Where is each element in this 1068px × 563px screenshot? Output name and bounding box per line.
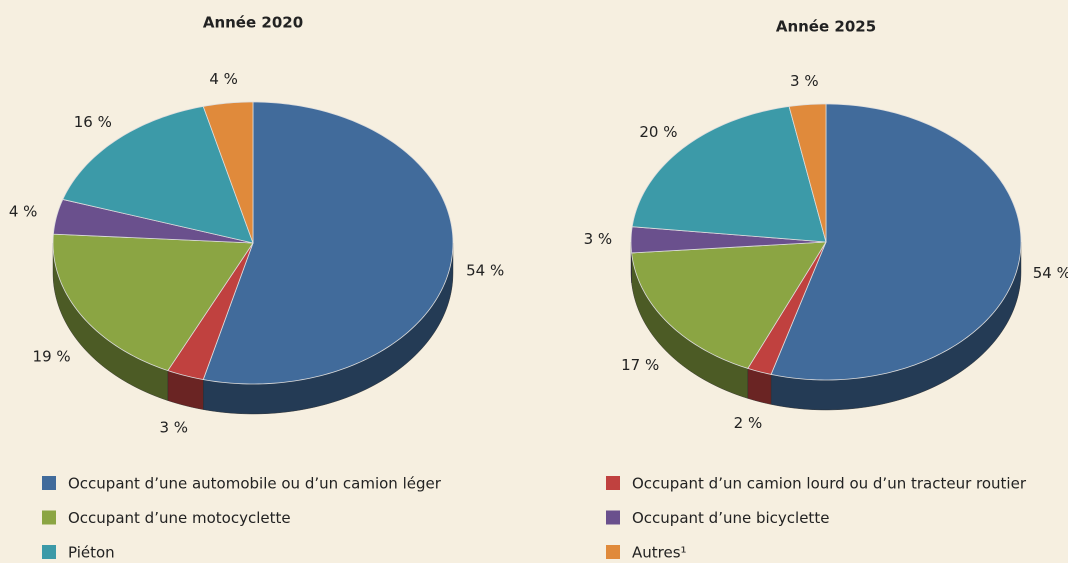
pie-slice	[167, 242, 254, 381]
value-label: 3 %	[159, 419, 188, 437]
pie-title: Année 2020	[203, 14, 303, 32]
legend-swatch	[42, 476, 56, 490]
pie-slice	[770, 103, 1022, 381]
value-label: 3 %	[584, 230, 613, 248]
legend-label: Occupant d’un camion lourd ou d’un tract…	[632, 475, 1027, 493]
legend-swatch	[42, 545, 56, 559]
value-label: 17 %	[621, 356, 659, 374]
legend-swatch	[42, 510, 56, 525]
pie-slice	[788, 103, 827, 243]
value-label: 54 %	[1033, 264, 1068, 282]
value-label: 4 %	[209, 70, 238, 88]
pie-slice	[202, 101, 454, 385]
value-label: 54 %	[466, 262, 504, 280]
legend-swatch	[606, 545, 620, 559]
value-label: 19 %	[33, 347, 71, 365]
pie-slice	[52, 198, 254, 244]
legend-swatch	[606, 476, 620, 490]
pie-title: Année 2025	[776, 18, 876, 36]
legend-label: Occupant d’une motocyclette	[68, 509, 291, 527]
value-label: 16 %	[74, 113, 112, 131]
pie-slice	[631, 106, 827, 243]
legend-label: Occupant d’une bicyclette	[632, 509, 829, 527]
pie-slice	[631, 241, 827, 369]
pie-slice	[62, 105, 254, 244]
value-label: 4 %	[9, 203, 38, 221]
legend-swatch	[606, 510, 620, 525]
value-label: 20 %	[639, 123, 677, 141]
legend-label: Autres¹	[632, 544, 687, 562]
pie-slice	[202, 101, 254, 244]
pie-slice	[630, 226, 827, 254]
value-label: 2 %	[734, 414, 763, 432]
legend-label: Occupant d’une automobile ou d’un camion…	[68, 475, 442, 493]
legend-label: Piéton	[68, 544, 115, 562]
pie-slice	[52, 233, 254, 372]
pie-slice	[747, 241, 827, 375]
value-label: 3 %	[790, 72, 819, 90]
